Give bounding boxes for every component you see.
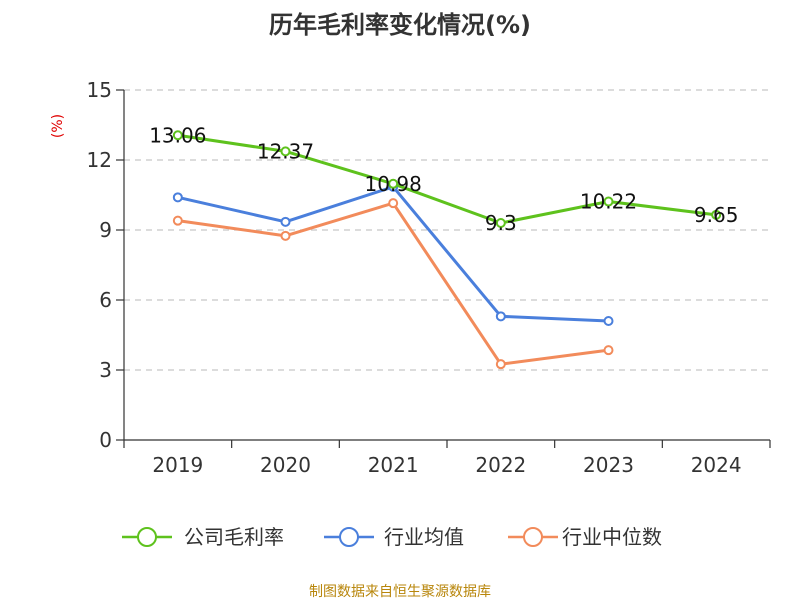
data-label: 9.65 bbox=[694, 203, 739, 227]
series-0 bbox=[172, 130, 722, 228]
data-point bbox=[603, 316, 614, 326]
legend-swatch-marker bbox=[137, 527, 157, 547]
series-2 bbox=[172, 198, 614, 370]
y-unit-label: (%) bbox=[50, 114, 66, 138]
series-line bbox=[177, 133, 717, 225]
data-point bbox=[388, 198, 399, 209]
data-point bbox=[603, 345, 614, 356]
data-label: 9.3 bbox=[485, 211, 517, 235]
y-tick-label: 9 bbox=[99, 218, 112, 242]
chart-title: 历年毛利率变化情况(%) bbox=[269, 11, 531, 39]
data-point bbox=[172, 130, 183, 141]
data-point bbox=[172, 215, 183, 226]
data-label: 10.22 bbox=[580, 190, 637, 214]
legend-swatch-marker bbox=[339, 527, 359, 547]
data-point bbox=[603, 196, 614, 207]
data-point bbox=[495, 359, 506, 370]
data-source: 制图数据来自恒生聚源数据库 bbox=[309, 584, 491, 600]
legend-label: 行业中位数 bbox=[562, 525, 662, 549]
data-label: 13.06 bbox=[149, 123, 206, 147]
legend-swatch-marker bbox=[523, 527, 543, 547]
data-labels: 13.06 12.37 10.98 9.3 10.22 9.65 bbox=[149, 123, 738, 235]
x-tick-label: 2022 bbox=[475, 453, 526, 477]
grid-lines bbox=[124, 89, 770, 371]
legend[interactable]: 公司毛利率 行业均值 行业中位数 bbox=[122, 525, 662, 549]
data-point bbox=[388, 178, 399, 189]
series-group bbox=[172, 130, 722, 370]
x-tick-label: 2020 bbox=[260, 453, 311, 477]
legend-item-2[interactable]: 行业中位数 bbox=[508, 525, 662, 549]
x-tick-label: 2021 bbox=[368, 453, 419, 477]
legend-item-0[interactable]: 公司毛利率 bbox=[122, 525, 284, 549]
data-point bbox=[280, 146, 291, 157]
data-label: 10.98 bbox=[365, 172, 422, 196]
data-point bbox=[495, 311, 506, 322]
legend-label: 公司毛利率 bbox=[184, 525, 284, 549]
y-tick-label: 12 bbox=[87, 148, 112, 172]
axes: 0 3 6 9 12 15 2019 2020 2021 2022 2023 2024 bbox=[87, 78, 771, 477]
data-point bbox=[280, 216, 291, 227]
x-tick-label: 2023 bbox=[583, 453, 634, 477]
data-label: 12.37 bbox=[257, 139, 314, 163]
legend-item-1[interactable]: 行业均值 bbox=[324, 525, 464, 549]
data-point bbox=[711, 209, 722, 220]
data-point bbox=[172, 192, 183, 203]
data-point bbox=[495, 218, 506, 228]
series-line bbox=[177, 201, 609, 366]
y-tick-label: 15 bbox=[87, 78, 112, 102]
y-tick-label: 0 bbox=[99, 428, 112, 452]
x-tick-label: 2024 bbox=[691, 453, 742, 477]
y-tick-label: 6 bbox=[99, 288, 112, 312]
data-point bbox=[280, 230, 291, 241]
y-tick-label: 3 bbox=[99, 358, 112, 382]
x-tick-label: 2019 bbox=[152, 453, 203, 477]
legend-label: 行业均值 bbox=[384, 525, 464, 549]
